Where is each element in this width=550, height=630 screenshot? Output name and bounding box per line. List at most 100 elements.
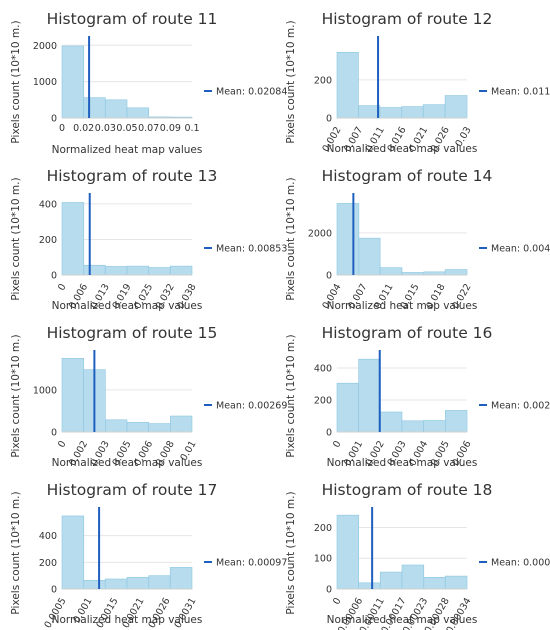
histogram-bar: [358, 105, 381, 119]
x-tick-label: 0.1: [184, 123, 199, 134]
histogram-bar: [444, 575, 468, 590]
histogram-bar: [104, 266, 128, 276]
x-axis-label: Normalized heat map values: [327, 143, 478, 155]
y-axis-label: Pixels count (10*10 m.): [10, 20, 22, 143]
chart-title: Histogram of route 14: [322, 167, 493, 185]
histogram-bar: [169, 567, 193, 590]
y-tick-label: 0: [326, 114, 332, 125]
x-tick-label: 0: [331, 439, 344, 450]
histogram-bar: [336, 514, 359, 590]
x-tick-label: 0.05: [116, 123, 137, 134]
chart-title: Histogram of route 12: [322, 10, 493, 28]
histogram-bar: [170, 415, 193, 433]
x-tick-label: 0: [56, 282, 69, 293]
y-tick-label: 400: [39, 531, 57, 542]
x-tick-label: 0.07: [138, 123, 159, 134]
x-tick-label: 0: [331, 596, 344, 607]
histogram-bar: [379, 571, 403, 590]
histogram-bar: [61, 45, 85, 119]
histogram-bar: [379, 267, 403, 276]
y-tick-label: 2000: [33, 41, 57, 52]
y-tick-label: 200: [314, 523, 332, 534]
x-axis-label: Normalized heat map values: [52, 457, 203, 469]
y-tick-label: 1000: [33, 77, 57, 88]
histogram-bar: [358, 582, 381, 590]
histogram-bar: [401, 564, 425, 590]
y-tick-label: 1000: [33, 385, 57, 396]
y-axis-label: Pixels count (10*10 m.): [10, 177, 22, 300]
x-axis-label: Normalized heat map values: [327, 300, 478, 312]
histogram-bar: [336, 203, 360, 276]
chart-panel-8: Histogram of route 18 0 100 200 Pixels count…: [285, 481, 550, 630]
histogram-bar: [83, 264, 106, 276]
chart-title: Histogram of route 13: [47, 167, 218, 185]
y-tick-label: 0: [51, 428, 57, 439]
legend-mean-label: Mean: 0.00853: [216, 244, 287, 255]
x-tick-label: 0.03: [95, 123, 116, 134]
histogram-bar: [445, 410, 468, 433]
chart-panel-5: Histogram of route 15 0 1000 Pixels count (…: [10, 324, 287, 469]
x-tick-label: 0.09: [160, 123, 181, 134]
x-axis-label: Normalized heat map values: [52, 300, 203, 312]
histogram-bar: [379, 107, 403, 119]
legend-mean-label: Mean: 0.00217: [491, 401, 550, 412]
legend-mean-label: Mean: 0.00427: [491, 244, 550, 255]
histogram-bar: [336, 51, 359, 119]
legend-mean-label: Mean: 0.00269: [216, 401, 287, 412]
x-tick-label: 0.02: [73, 123, 94, 134]
histogram-bar: [336, 382, 359, 433]
histogram-bar: [126, 265, 150, 276]
y-tick-label: 0: [51, 271, 57, 282]
histogram-bar: [358, 358, 381, 433]
y-axis-label: Pixels count (10*10 m.): [10, 491, 22, 614]
histogram-bar: [401, 420, 424, 433]
y-axis-label: Pixels count (10*10 m.): [285, 20, 297, 143]
chart-title: Histogram of route 16: [322, 324, 493, 342]
chart-panel-1: Histogram of route 11 0 1000 2000 Pixels cou…: [10, 10, 287, 156]
histogram-bar: [169, 265, 193, 276]
chart-panel-2: Histogram of route 12 0 200 Pixels count (1…: [285, 10, 550, 155]
histogram-bar: [83, 580, 106, 590]
y-axis-label: Pixels count (10*10 m.): [285, 491, 297, 614]
y-tick-label: 0: [326, 585, 332, 596]
x-tick-label: 0: [56, 439, 69, 450]
y-tick-label: 0: [51, 114, 57, 125]
histogram-bar: [126, 576, 150, 590]
histogram-bar: [83, 97, 106, 119]
histogram-bar: [148, 267, 171, 276]
chart-title: Histogram of route 11: [47, 10, 218, 28]
y-tick-label: 2000: [308, 228, 332, 239]
histogram-bar: [104, 99, 128, 119]
chart-title: Histogram of route 18: [322, 481, 493, 499]
histogram-bar: [61, 515, 85, 590]
histogram-bar: [105, 419, 128, 433]
chart-panel-6: Histogram of route 16 0 200 400 Pixels count…: [285, 324, 550, 469]
histogram-bar: [358, 237, 381, 276]
y-axis-label: Pixels count (10*10 m.): [285, 334, 297, 457]
y-tick-label: 200: [39, 558, 57, 569]
histogram-bar: [126, 107, 150, 119]
y-tick-label: 0: [326, 271, 332, 282]
x-tick-label: 0: [59, 123, 65, 134]
y-tick-label: 0: [51, 585, 57, 596]
chart-title: Histogram of route 15: [47, 324, 218, 342]
y-tick-label: 200: [314, 396, 332, 407]
histogram-bar: [148, 575, 171, 590]
histogram-bar: [422, 104, 446, 119]
histogram-bar: [104, 578, 128, 590]
x-axis-label: Normalized heat map values: [327, 457, 478, 469]
x-axis-label: Normalized heat map values: [327, 614, 478, 626]
legend-mean-label: Mean: 0.00097: [216, 558, 287, 569]
y-tick-label: 0: [326, 428, 332, 439]
chart-panel-4: Histogram of route 14 0 2000 Pixels count (…: [285, 167, 550, 312]
histogram-bar: [423, 577, 446, 590]
chart-title: Histogram of route 17: [47, 481, 218, 499]
histogram-bar: [444, 269, 468, 276]
y-tick-label: 100: [314, 554, 332, 565]
x-axis-label: Normalized heat map values: [52, 614, 203, 626]
histogram-bar: [380, 411, 403, 433]
legend-mean-label: Mean: 0.0001: [491, 558, 550, 569]
histogram-bar: [61, 358, 84, 433]
histogram-bar: [61, 202, 85, 276]
histogram-bar: [401, 106, 424, 119]
